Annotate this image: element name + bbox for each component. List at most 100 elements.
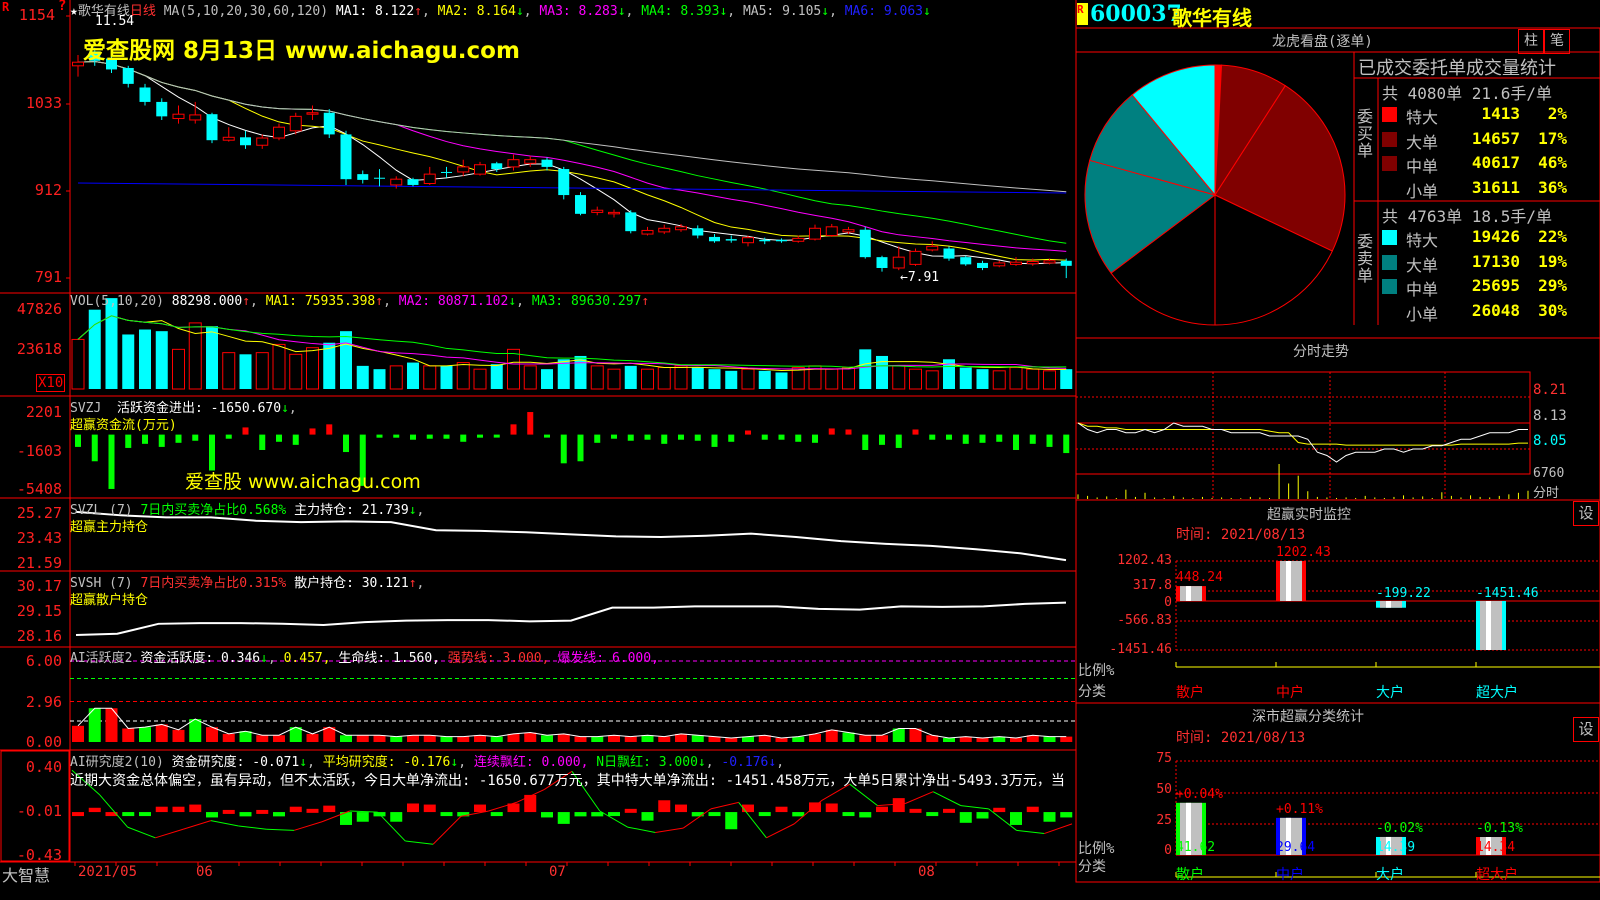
ma3-value: MA3: 8.283 — [539, 4, 618, 19]
fund-flow-bar — [158, 434, 165, 447]
order-percent: 29% — [1538, 276, 1567, 295]
volume-bar — [590, 365, 604, 390]
candle — [675, 226, 687, 231]
intraday-axis-label: 8.21 — [1533, 382, 1567, 398]
svsh-subtitle: 超赢散户持仓 — [70, 593, 149, 608]
fund-flow-bar — [728, 434, 735, 442]
research-bar — [1043, 812, 1056, 822]
bar-mode-button[interactable]: 柱 — [1518, 29, 1544, 54]
pie-slice — [1110, 193, 1216, 326]
research-bar — [306, 808, 319, 813]
monitor-settings-button[interactable]: 设 — [1573, 501, 1599, 526]
fund-flow-bar — [661, 434, 668, 444]
activity-bar — [390, 736, 403, 742]
vol-unit-badge: X10 — [36, 374, 66, 392]
volume-bar — [557, 359, 570, 389]
volume-bar — [541, 369, 553, 389]
sell-summary: 共 4763单 18.5手/单 — [1382, 207, 1552, 226]
ma3-arrow: ↓ — [617, 4, 626, 19]
research-bar — [591, 812, 604, 817]
volume-bar — [389, 365, 403, 390]
volume-bar — [239, 354, 252, 389]
candle — [658, 227, 671, 233]
sz-bar-highlight — [1286, 817, 1291, 855]
volume-bar — [188, 322, 202, 390]
candle — [625, 212, 637, 232]
sz-stats-settings-button[interactable]: 设 — [1573, 717, 1599, 742]
activity-bar — [105, 708, 118, 742]
research-bar — [88, 807, 101, 813]
candle — [374, 177, 385, 179]
volume-bar — [139, 329, 151, 389]
volume-bar — [624, 365, 637, 389]
candle — [189, 114, 202, 121]
ma1-line — [77, 60, 1067, 265]
fund-flow-bar — [292, 434, 299, 445]
stock-badge: R — [1077, 3, 1088, 25]
longhu-title: 龙虎看盘(逐单) — [1272, 34, 1373, 50]
order-percent: 2% — [1547, 104, 1567, 123]
fund-flow-bar — [761, 434, 768, 440]
order-percent: 17% — [1538, 128, 1567, 148]
research-line — [932, 791, 962, 807]
order-percent: 46% — [1538, 153, 1567, 172]
candle — [1010, 261, 1022, 265]
intraday-title: 分时走势 — [1293, 344, 1349, 360]
vol-params: VOL(5,10,20) — [70, 294, 164, 309]
activity-bar — [172, 729, 185, 742]
research-line — [266, 828, 295, 831]
price-legend: ★歌华有线日线 MA(5,10,20,30,60,120) MA1: 8.122… — [70, 4, 931, 19]
order-volume: 19426 — [1471, 227, 1520, 246]
period-label[interactable]: 日线 — [129, 4, 156, 19]
candle — [340, 134, 352, 180]
activity-bar — [289, 727, 302, 742]
activity-bar — [993, 736, 1006, 742]
fund-flow-bar — [611, 434, 617, 439]
candle — [1026, 260, 1039, 265]
volume-bar — [155, 331, 168, 389]
research-line — [127, 826, 156, 839]
candle — [206, 114, 218, 141]
candle — [441, 171, 452, 173]
activity-bar — [440, 736, 453, 742]
research-bar — [507, 803, 520, 813]
research-bar — [876, 806, 888, 813]
research-bar — [524, 794, 537, 813]
monitor-bar-highlight — [1486, 601, 1491, 650]
candle — [725, 239, 737, 241]
ai-active-value2: 0.457, — [283, 651, 331, 666]
activity-bar — [691, 735, 704, 742]
volume-bar — [859, 349, 872, 389]
research-bar — [323, 805, 336, 813]
sz-stats-title: 深市超赢分类统计 — [1252, 709, 1364, 725]
monitor-bar-value: -199.22 — [1376, 586, 1431, 601]
svsh-axis-label: 30.17 — [16, 577, 62, 595]
ai-research-value: 资金研究度: -0.071 — [171, 755, 300, 770]
research-line — [849, 783, 878, 807]
volume-legend: VOL(5,10,20) 88298.000↑, MA1: 75935.398↑… — [70, 294, 650, 309]
order-type-label: 小单 — [1406, 181, 1439, 201]
fund-flow-bar — [125, 434, 132, 448]
pie-slice — [1089, 94, 1217, 196]
research-bar — [608, 812, 620, 817]
order-volume: 40617 — [1471, 153, 1520, 172]
sz-category: 超大户 — [1476, 867, 1518, 883]
svzj-axis-label: -5408 — [16, 480, 62, 498]
vol-axis-label: 47826 — [16, 300, 62, 318]
research-line — [71, 769, 101, 796]
order-percent: 36% — [1538, 177, 1567, 197]
research-line — [905, 791, 934, 804]
candle — [457, 166, 470, 173]
candle — [960, 257, 972, 265]
pen-mode-button[interactable]: 笔 — [1544, 29, 1570, 54]
ma-params: MA(5,10,20,30,60,120) — [163, 4, 329, 19]
intraday-axis-label: 8.05 — [1533, 433, 1567, 449]
activity-bar — [926, 735, 939, 742]
ai-active-value: 资金活跃度: 0.346 — [140, 651, 261, 666]
svzj-subtitle: 超赢资金流(万元) — [70, 418, 177, 433]
ma5-value: MA5: 9.105 — [742, 4, 822, 19]
fund-flow-bar — [426, 434, 433, 439]
fund-flow-bar — [828, 428, 835, 435]
volume-bar — [758, 370, 771, 389]
